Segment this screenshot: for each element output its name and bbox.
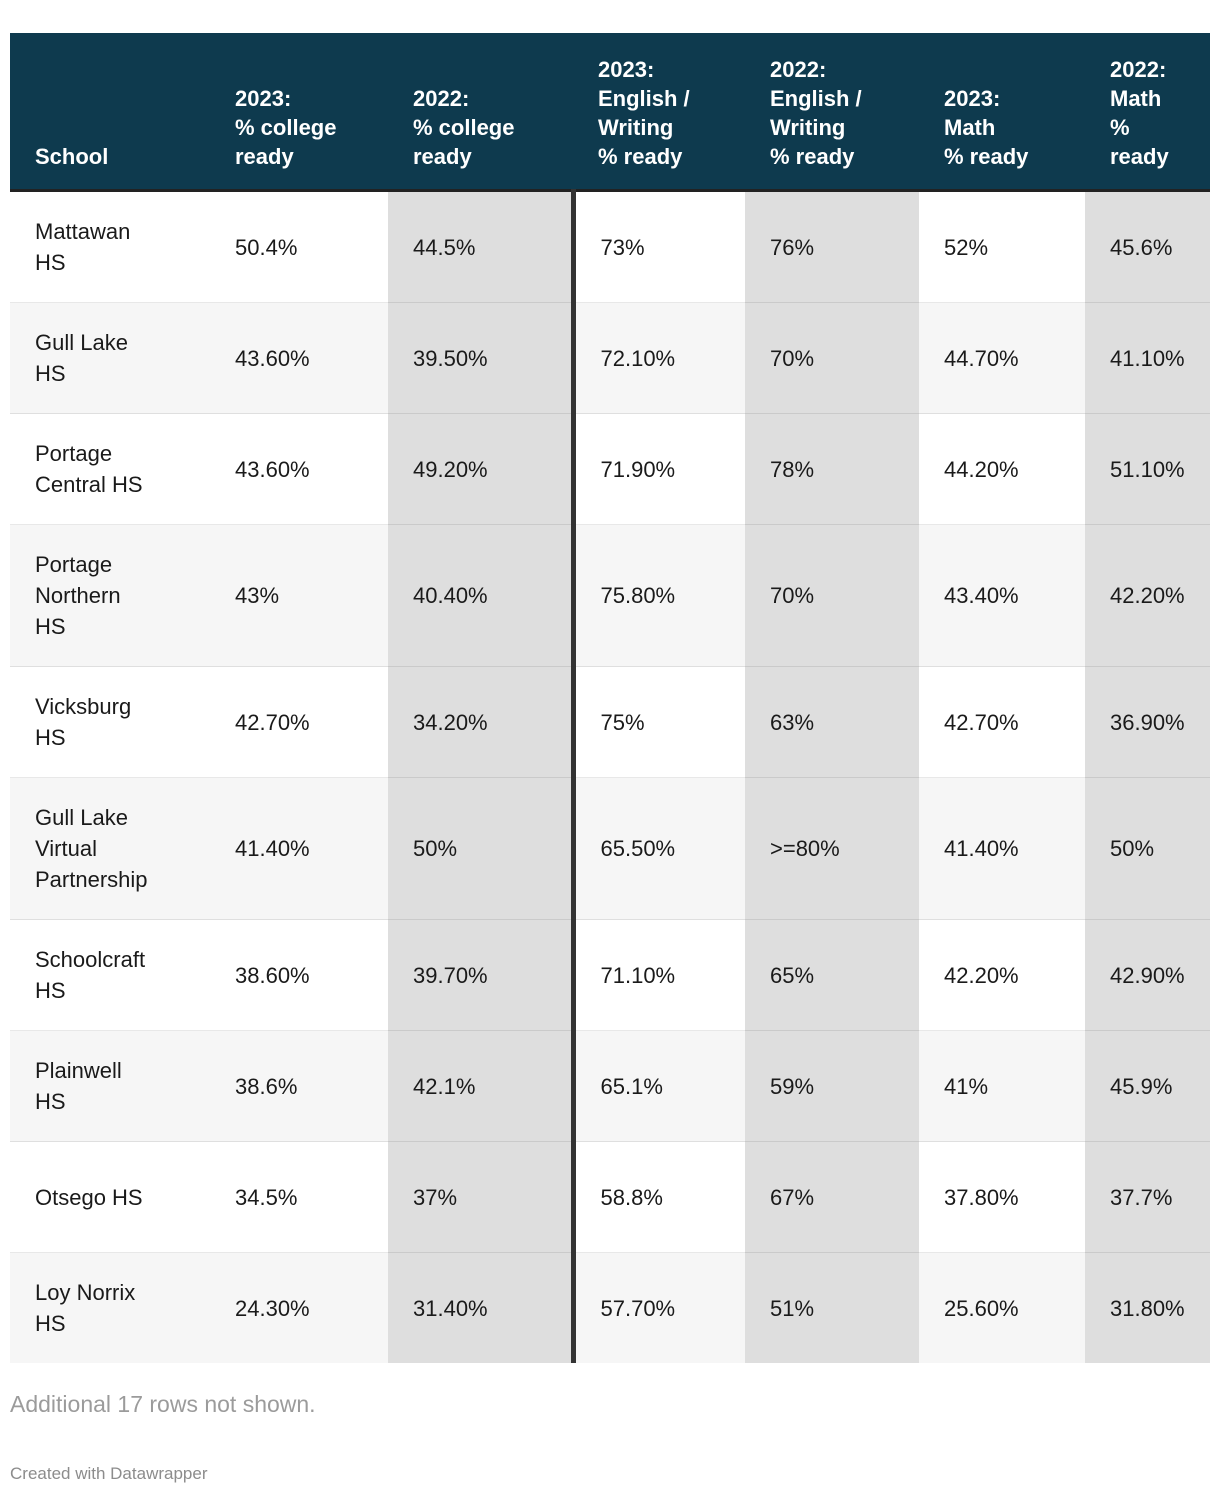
value-cell: 39.50% (388, 302, 576, 414)
value-cell: 34.5% (210, 1141, 388, 1253)
value-cell: 31.40% (388, 1252, 576, 1363)
value-cell: >=80% (745, 777, 919, 920)
school-name-cell: Vicksburg HS (10, 666, 210, 778)
value-cell: 75.80% (573, 524, 745, 667)
value-cell: 42.70% (919, 666, 1085, 778)
value-cell: 37.80% (919, 1141, 1085, 1253)
school-name-cell: Portage Northern HS (10, 524, 210, 667)
value-cell: 38.60% (210, 919, 388, 1031)
rows-not-shown-note: Additional 17 rows not shown. (10, 1391, 316, 1417)
value-cell: 42.90% (1085, 919, 1210, 1031)
value-cell: 31.80% (1085, 1252, 1210, 1363)
value-cell: 42.20% (919, 919, 1085, 1031)
value-cell: 37% (388, 1141, 576, 1253)
column-header: 2023: % college ready (210, 33, 388, 192)
value-cell: 65.50% (573, 777, 745, 920)
school-name-cell: Mattawan HS (10, 190, 210, 303)
value-cell: 45.9% (1085, 1030, 1210, 1142)
value-cell: 24.30% (210, 1252, 388, 1363)
value-cell: 73% (573, 190, 745, 303)
value-cell: 67% (745, 1141, 919, 1253)
value-cell: 43.60% (210, 413, 388, 525)
value-cell: 44.20% (919, 413, 1085, 525)
value-cell: 58.8% (573, 1141, 745, 1253)
value-cell: 36.90% (1085, 666, 1210, 778)
value-cell: 50% (1085, 777, 1210, 920)
value-cell: 51% (745, 1252, 919, 1363)
school-name-cell: Loy Norrix HS (10, 1252, 210, 1363)
value-cell: 42.1% (388, 1030, 576, 1142)
column-header: 2023: Math % ready (919, 33, 1085, 192)
value-cell: 41% (919, 1030, 1085, 1142)
table-body: Mattawan HS 50.4% 44.5% 73% 76% 52% 45.6% Gull … (10, 190, 1210, 1363)
table-row: Gull Lake HS 43.60% 39.50% 72.10% 70% 44.70% 4… (10, 302, 1210, 414)
value-cell: 78% (745, 413, 919, 525)
value-cell: 41.40% (210, 777, 388, 920)
value-cell: 42.20% (1085, 524, 1210, 667)
school-name-cell: Gull Lake HS (10, 302, 210, 414)
value-cell: 72.10% (573, 302, 745, 414)
value-cell: 37.7% (1085, 1141, 1210, 1253)
value-cell: 41.10% (1085, 302, 1210, 414)
value-cell: 44.70% (919, 302, 1085, 414)
header-row: School 2023: % college ready 2022: % colle… (10, 33, 1210, 192)
table-row: Vicksburg HS 42.70% 34.20% 75% 63% 42.70% 36.9… (10, 666, 1210, 778)
table-row: Gull Lake Virtual Partnership 41.40% 50% 65… (10, 777, 1210, 920)
value-cell: 50% (388, 777, 576, 920)
table-row: Loy Norrix HS 24.30% 31.40% 57.70% 51% 25.60%… (10, 1252, 1210, 1363)
value-cell: 70% (745, 302, 919, 414)
table-row: Plainwell HS 38.6% 42.1% 65.1% 59% 41% 45.9% (10, 1030, 1210, 1142)
table-row: Schoolcraft HS 38.60% 39.70% 71.10% 65% 42.20… (10, 919, 1210, 1031)
value-cell: 51.10% (1085, 413, 1210, 525)
table-row: Otsego HS 34.5% 37% 58.8% 67% 37.80% 37.7% (10, 1141, 1210, 1253)
column-header: 2022: English / Writing % ready (745, 33, 919, 192)
value-cell: 63% (745, 666, 919, 778)
college-readiness-table: School 2023: % college ready 2022: % colle… (10, 33, 1210, 1363)
table-header: School 2023: % college ready 2022: % colle… (10, 33, 1210, 192)
school-name-cell: Portage Central HS (10, 413, 210, 525)
value-cell: 42.70% (210, 666, 388, 778)
value-cell: 59% (745, 1030, 919, 1142)
value-cell: 44.5% (388, 190, 576, 303)
value-cell: 43.40% (919, 524, 1085, 667)
value-cell: 38.6% (210, 1030, 388, 1142)
value-cell: 70% (745, 524, 919, 667)
value-cell: 71.90% (573, 413, 745, 525)
school-name-cell: Gull Lake Virtual Partnership (10, 777, 210, 920)
value-cell: 43% (210, 524, 388, 667)
school-name-cell: Schoolcraft HS (10, 919, 210, 1031)
value-cell: 43.60% (210, 302, 388, 414)
column-header: 2022: % college ready (388, 33, 573, 192)
table-row: Portage Central HS 43.60% 49.20% 71.90% 78% 4… (10, 413, 1210, 525)
table-row: Mattawan HS 50.4% 44.5% 73% 76% 52% 45.6% (10, 190, 1210, 303)
school-name-cell: Otsego HS (10, 1141, 210, 1253)
value-cell: 49.20% (388, 413, 576, 525)
value-cell: 65% (745, 919, 919, 1031)
value-cell: 39.70% (388, 919, 576, 1031)
table-row: Portage Northern HS 43% 40.40% 75.80% 70% 43.… (10, 524, 1210, 667)
column-header: School (10, 33, 210, 192)
value-cell: 50.4% (210, 190, 388, 303)
value-cell: 41.40% (919, 777, 1085, 920)
value-cell: 34.20% (388, 666, 576, 778)
value-cell: 45.6% (1085, 190, 1210, 303)
value-cell: 25.60% (919, 1252, 1085, 1363)
value-cell: 40.40% (388, 524, 576, 667)
value-cell: 57.70% (573, 1252, 745, 1363)
column-header: 2023: English / Writing % ready (573, 33, 745, 192)
value-cell: 76% (745, 190, 919, 303)
value-cell: 71.10% (573, 919, 745, 1031)
value-cell: 75% (573, 666, 745, 778)
school-name-cell: Plainwell HS (10, 1030, 210, 1142)
value-cell: 65.1% (573, 1030, 745, 1142)
value-cell: 52% (919, 190, 1085, 303)
datawrapper-credit: Created with Datawrapper (10, 1464, 208, 1483)
column-header: 2022: Math % ready (1085, 33, 1210, 192)
